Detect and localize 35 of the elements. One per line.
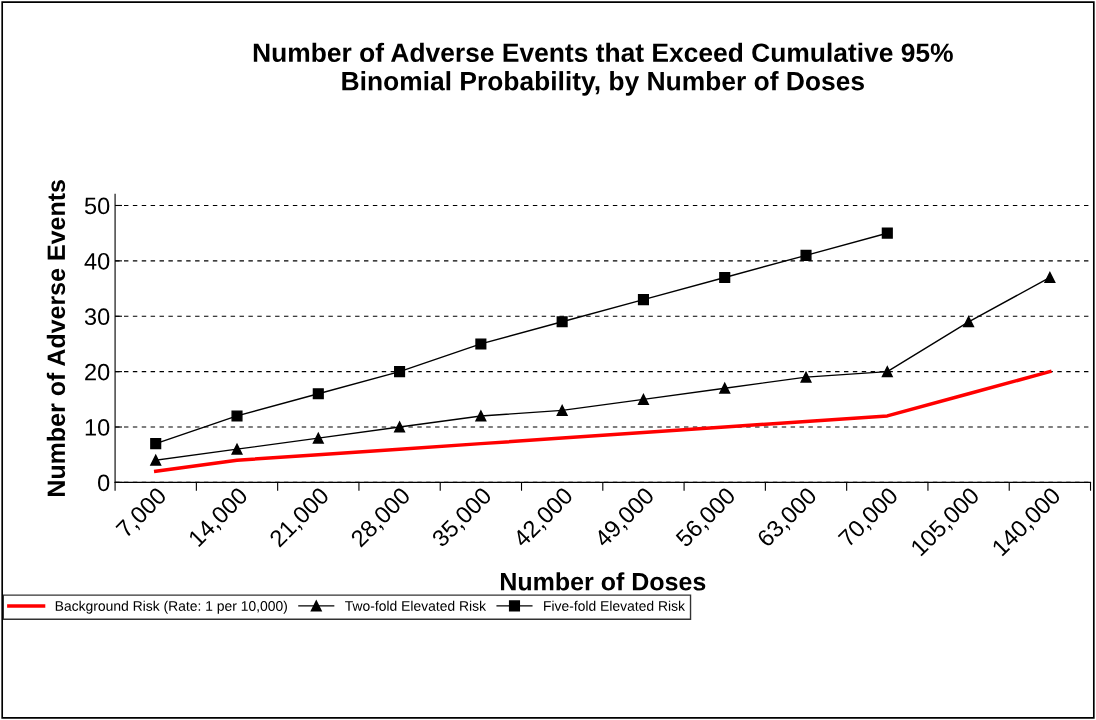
legend-label: Five-fold Elevated Risk [544, 600, 685, 611]
y-tick-label: 0 [98, 474, 110, 492]
legend-label: Background Risk (Rate: 1 per 10,000) [55, 600, 287, 614]
y-tick-label: 10 [85, 419, 110, 436]
line-series [153, 369, 1052, 474]
point [556, 404, 568, 416]
point [1044, 271, 1056, 284]
point [719, 271, 731, 284]
point [150, 438, 162, 450]
point [475, 338, 487, 350]
point [231, 410, 243, 422]
point [881, 227, 893, 239]
point [637, 294, 649, 306]
chart-title: Number of Adverse Events that Exceed Cumulative 95% Binomial Probability, by Number of Doses [253, 42, 953, 96]
point [963, 316, 975, 328]
legend-label: Two-fold Elevated Risk [345, 600, 487, 611]
point [800, 371, 812, 383]
point [150, 454, 162, 466]
y-tick-label: 40 [84, 252, 110, 270]
y-tick-label: 20 [85, 363, 110, 381]
point [475, 410, 487, 422]
point [556, 316, 568, 328]
y-tick-label: 50 [84, 197, 110, 215]
point [231, 443, 243, 455]
y-tick-label: 30 [84, 308, 110, 326]
x-axis-title: Number of Doses [500, 572, 706, 591]
y-axis-title: Number of Adverse Events [46, 180, 66, 497]
point [800, 249, 812, 261]
point [394, 366, 406, 378]
point [312, 432, 324, 444]
point [637, 393, 649, 405]
point [719, 382, 731, 394]
point [394, 421, 406, 433]
point [312, 388, 324, 400]
point [881, 366, 893, 378]
